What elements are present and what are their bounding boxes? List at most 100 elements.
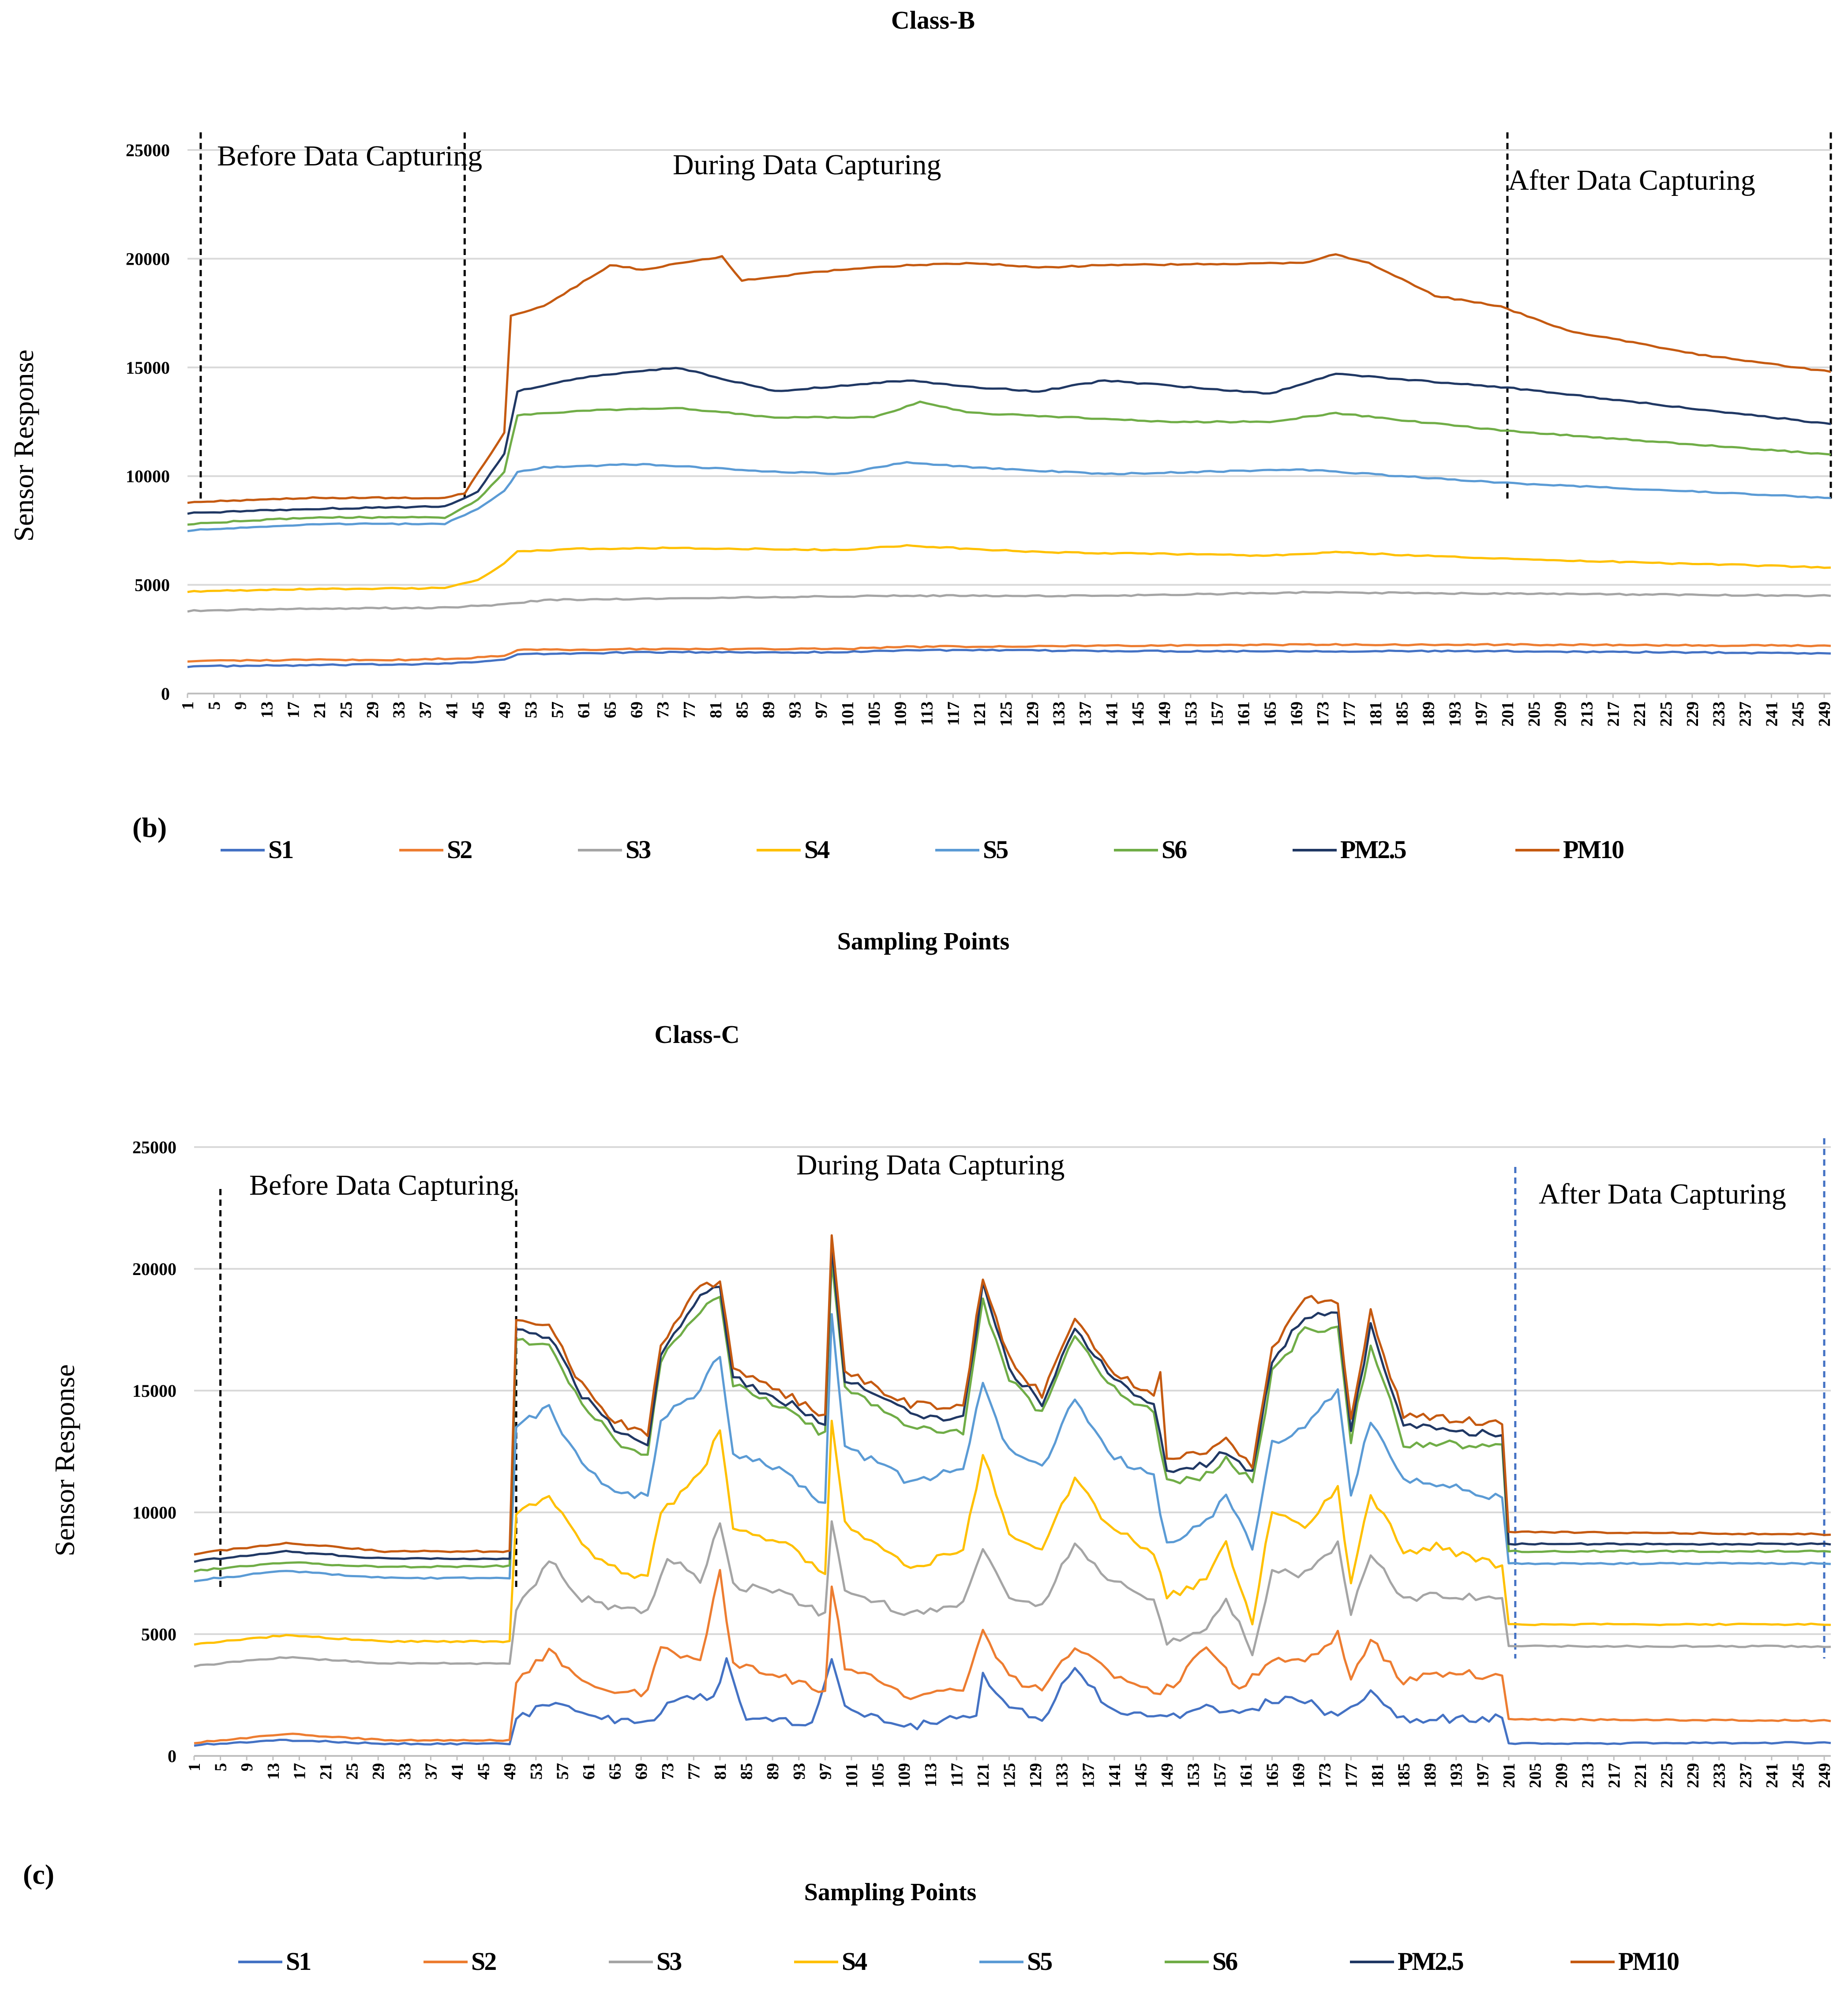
series-line-s1: [194, 1657, 1831, 1747]
x-tick-label: 77: [680, 701, 699, 718]
x-tick-label: 13: [258, 701, 277, 718]
panel-label: (b): [132, 812, 167, 843]
legend-label: S4: [804, 835, 829, 864]
series-line-pm25: [187, 367, 1831, 515]
x-tick-label: 241: [1763, 1763, 1781, 1788]
x-tick-label: 25: [343, 1763, 362, 1780]
x-tick-label: 85: [733, 701, 752, 718]
x-tick-label: 169: [1289, 1763, 1308, 1788]
x-tick-label: 1: [185, 1763, 204, 1771]
x-tick-label: 161: [1237, 1763, 1256, 1788]
legend-label: S5: [983, 835, 1008, 864]
x-tick-label: 13: [264, 1763, 283, 1780]
x-tick-label: 57: [553, 1763, 572, 1780]
y-tick-label: 25000: [132, 1137, 176, 1157]
x-tick-label: 221: [1631, 701, 1649, 727]
x-tick-label: 189: [1419, 701, 1438, 727]
x-tick-label: 249: [1815, 1763, 1834, 1788]
x-tick-label: 221: [1631, 1763, 1650, 1788]
y-tick-label: 10000: [126, 466, 170, 486]
x-tick-label: 81: [707, 701, 725, 718]
x-tick-label: 61: [580, 1763, 598, 1780]
x-tick-label: 29: [369, 1763, 388, 1780]
x-tick-label: 193: [1447, 1763, 1466, 1788]
series-line-s2: [187, 643, 1831, 663]
x-tick-label: 165: [1263, 1763, 1282, 1788]
x-tick-label: 49: [495, 701, 514, 718]
series-line-pm25: [194, 1246, 1831, 1563]
x-tick-label: 61: [575, 701, 593, 718]
x-tick-label: 41: [442, 701, 461, 718]
series-line-s3: [194, 1520, 1831, 1668]
x-tick-label: 181: [1368, 1763, 1387, 1788]
region-label: Before Data Capturing: [249, 1169, 514, 1201]
x-tick-label: 105: [865, 701, 884, 727]
x-tick-label: 141: [1102, 701, 1121, 727]
x-tick-label: 245: [1789, 701, 1807, 727]
x-tick-label: 49: [501, 1763, 519, 1780]
x-tick-label: 249: [1815, 701, 1834, 727]
x-tick-label: 65: [601, 701, 619, 718]
x-tick-label: 209: [1552, 1763, 1571, 1788]
series-line-s5: [194, 1313, 1831, 1583]
region-label: During Data Capturing: [673, 149, 941, 181]
x-tick-label: 57: [548, 701, 567, 718]
x-tick-label: 97: [812, 701, 831, 718]
x-tick-label: 21: [311, 701, 329, 718]
legend-label: S3: [626, 835, 651, 864]
x-tick-label: 205: [1526, 1763, 1545, 1788]
x-tick-label: 121: [974, 1763, 993, 1788]
x-tick-label: 5: [212, 1763, 230, 1771]
x-tick-label: 29: [364, 701, 382, 718]
x-tick-label: 45: [475, 1763, 493, 1780]
x-tick-label: 33: [396, 1763, 414, 1780]
x-tick-label: 37: [422, 1763, 440, 1780]
x-tick-label: 121: [971, 701, 989, 727]
x-tick-label: 173: [1316, 1763, 1334, 1788]
y-axis-label: Sensor Response: [49, 1364, 80, 1556]
x-tick-label: 185: [1393, 701, 1412, 727]
x-tick-label: 5: [205, 701, 224, 710]
x-tick-label: 145: [1132, 1763, 1151, 1788]
x-tick-label: 117: [944, 701, 963, 726]
x-tick-label: 197: [1472, 701, 1491, 727]
x-axis-label: Sampling Points: [804, 1879, 977, 1906]
series-line-s4: [194, 1420, 1831, 1646]
x-tick-label: 133: [1053, 1763, 1072, 1788]
legend-label: PM10: [1618, 1947, 1679, 1976]
legend-label: PM10: [1563, 835, 1623, 864]
y-tick-label: 5000: [141, 1624, 176, 1644]
x-tick-label: 201: [1500, 1763, 1518, 1788]
series-line-s1: [187, 649, 1831, 668]
x-tick-label: 93: [786, 701, 804, 718]
region-label: During Data Capturing: [796, 1149, 1065, 1181]
x-tick-label: 173: [1314, 701, 1332, 727]
legend-label: PM2.5: [1398, 1947, 1463, 1976]
x-tick-label: 153: [1182, 701, 1200, 727]
x-tick-label: 53: [527, 1763, 546, 1780]
legend-label: S2: [447, 835, 472, 864]
series-line-s3: [187, 590, 1831, 613]
x-tick-label: 229: [1684, 1763, 1702, 1788]
x-tick-label: 233: [1710, 701, 1728, 727]
y-tick-label: 5000: [135, 575, 170, 595]
x-tick-label: 17: [290, 1763, 309, 1780]
x-tick-label: 105: [869, 1763, 888, 1788]
y-tick-label: 15000: [126, 358, 170, 378]
y-tick-label: 20000: [132, 1259, 176, 1279]
x-tick-label: 133: [1050, 701, 1068, 727]
chart-class-b: Class-B Sensor Response 0 5000 10000 15000 2…: [8, 6, 1834, 955]
chart-title: Class-B: [891, 6, 975, 34]
x-tick-label: 225: [1657, 701, 1676, 727]
y-axis-label: Sensor Response: [8, 349, 39, 542]
x-tick-label: 9: [232, 701, 250, 710]
x-tick-label: 89: [764, 1763, 782, 1780]
x-tick-label: 85: [738, 1763, 756, 1780]
x-tick-label: 197: [1473, 1763, 1492, 1788]
chart-class-c: Class-C Sensor Response 0 5000 10000 15000 2…: [23, 1020, 1834, 1976]
x-tick-label: 189: [1421, 1763, 1439, 1788]
x-tick-label: 9: [238, 1763, 256, 1771]
legend-label: S3: [656, 1947, 682, 1976]
x-tick-label: 169: [1287, 701, 1306, 727]
